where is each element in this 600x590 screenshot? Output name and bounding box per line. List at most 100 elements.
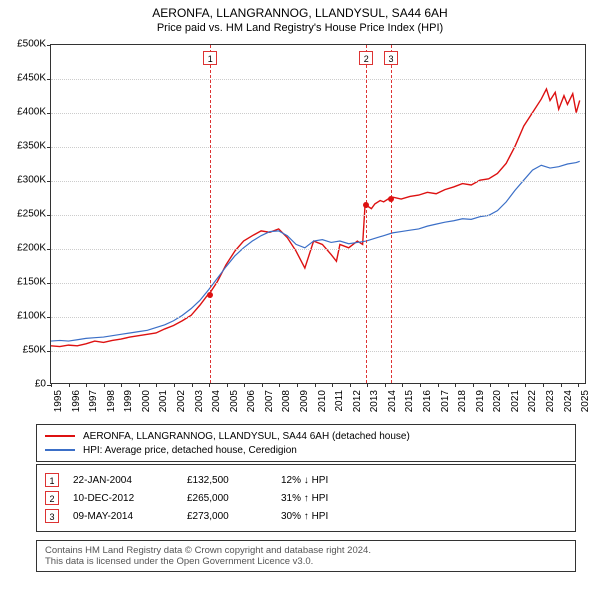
x-tick bbox=[139, 383, 140, 387]
gridline bbox=[51, 79, 585, 80]
x-tick bbox=[561, 383, 562, 387]
gridline bbox=[51, 249, 585, 250]
x-axis-label: 2016 bbox=[422, 390, 433, 412]
event-point bbox=[363, 202, 369, 208]
event-point bbox=[207, 292, 213, 298]
legend-swatch bbox=[45, 435, 75, 437]
event-vline bbox=[391, 45, 392, 383]
x-axis-label: 2015 bbox=[404, 390, 415, 412]
y-axis-label: £50K bbox=[2, 345, 46, 356]
x-tick bbox=[86, 383, 87, 387]
gridline bbox=[51, 215, 585, 216]
x-axis-label: 1998 bbox=[106, 390, 117, 412]
event-row-price: £265,000 bbox=[187, 493, 267, 504]
y-tick bbox=[47, 215, 51, 216]
legend: AERONFA, LLANGRANNOG, LLANDYSUL, SA44 6A… bbox=[36, 424, 576, 462]
legend-swatch bbox=[45, 449, 75, 451]
x-axis-label: 2011 bbox=[334, 390, 345, 412]
x-tick bbox=[279, 383, 280, 387]
event-row-diff: 30% ↑ HPI bbox=[281, 511, 328, 522]
gridline bbox=[51, 317, 585, 318]
x-tick bbox=[525, 383, 526, 387]
legend-label: AERONFA, LLANGRANNOG, LLANDYSUL, SA44 6A… bbox=[83, 431, 410, 442]
x-tick bbox=[543, 383, 544, 387]
x-axis-label: 2022 bbox=[527, 390, 538, 412]
chart-container: AERONFA, LLANGRANNOG, LLANDYSUL, SA44 6A… bbox=[0, 0, 600, 590]
x-axis-label: 2005 bbox=[229, 390, 240, 412]
gridline bbox=[51, 283, 585, 284]
y-tick bbox=[47, 113, 51, 114]
y-tick bbox=[47, 147, 51, 148]
y-axis-label: £150K bbox=[2, 277, 46, 288]
x-tick bbox=[420, 383, 421, 387]
y-tick bbox=[47, 45, 51, 46]
x-tick bbox=[385, 383, 386, 387]
gridline bbox=[51, 351, 585, 352]
chart-subtitle: Price paid vs. HM Land Registry's House … bbox=[0, 20, 600, 38]
x-axis-label: 2021 bbox=[510, 390, 521, 412]
x-tick bbox=[121, 383, 122, 387]
x-tick bbox=[297, 383, 298, 387]
x-axis-label: 2014 bbox=[387, 390, 398, 412]
event-row: 210-DEC-2012£265,00031% ↑ HPI bbox=[45, 489, 567, 507]
event-row-price: £132,500 bbox=[187, 475, 267, 486]
x-axis-label: 2001 bbox=[158, 390, 169, 412]
x-tick bbox=[402, 383, 403, 387]
x-tick bbox=[578, 383, 579, 387]
gridline bbox=[51, 181, 585, 182]
y-tick bbox=[47, 249, 51, 250]
plot-svg bbox=[51, 45, 585, 383]
x-tick bbox=[455, 383, 456, 387]
x-tick bbox=[244, 383, 245, 387]
x-tick bbox=[332, 383, 333, 387]
x-axis-label: 2010 bbox=[317, 390, 328, 412]
x-axis-label: 1996 bbox=[71, 390, 82, 412]
x-tick bbox=[367, 383, 368, 387]
y-axis-label: £500K bbox=[2, 39, 46, 50]
y-axis-label: £400K bbox=[2, 107, 46, 118]
x-axis-label: 2007 bbox=[264, 390, 275, 412]
x-axis-label: 1999 bbox=[123, 390, 134, 412]
events-table: 122-JAN-2004£132,50012% ↓ HPI 2 10-DEC-201… bbox=[36, 464, 576, 532]
event-vline bbox=[366, 45, 367, 383]
gridline bbox=[51, 113, 585, 114]
y-axis-label: £450K bbox=[2, 73, 46, 84]
y-tick bbox=[47, 181, 51, 182]
event-row: 122-JAN-2004£132,50012% ↓ HPI bbox=[45, 471, 567, 489]
y-axis-label: £200K bbox=[2, 243, 46, 254]
x-axis-label: 2024 bbox=[563, 390, 574, 412]
event-row-marker: 2 bbox=[45, 491, 59, 505]
x-tick bbox=[490, 383, 491, 387]
event-row-date: 10-DEC-2012 bbox=[73, 493, 173, 504]
footer-line1: Contains HM Land Registry data © Crown c… bbox=[45, 545, 567, 556]
x-tick bbox=[350, 383, 351, 387]
event-row: 309-MAY-2014£273,00030% ↑ HPI bbox=[45, 507, 567, 525]
x-tick bbox=[473, 383, 474, 387]
y-axis-label: £350K bbox=[2, 141, 46, 152]
y-tick bbox=[47, 317, 51, 318]
x-tick bbox=[104, 383, 105, 387]
x-axis-label: 2013 bbox=[369, 390, 380, 412]
x-tick bbox=[51, 383, 52, 387]
x-axis-label: 2018 bbox=[457, 390, 468, 412]
event-marker: 2 bbox=[359, 51, 373, 65]
x-axis-label: 2012 bbox=[352, 390, 363, 412]
event-marker: 3 bbox=[384, 51, 398, 65]
x-axis-label: 2019 bbox=[475, 390, 486, 412]
x-tick bbox=[69, 383, 70, 387]
legend-item: HPI: Average price, detached house, Cere… bbox=[45, 443, 567, 457]
x-axis-label: 2017 bbox=[440, 390, 451, 412]
y-tick bbox=[47, 283, 51, 284]
event-row-date: 09-MAY-2014 bbox=[73, 511, 173, 522]
x-axis-label: 2004 bbox=[211, 390, 222, 412]
x-tick bbox=[262, 383, 263, 387]
x-tick bbox=[209, 383, 210, 387]
x-axis-label: 2009 bbox=[299, 390, 310, 412]
y-axis-label: £100K bbox=[2, 311, 46, 322]
x-tick bbox=[508, 383, 509, 387]
x-axis-label: 2008 bbox=[281, 390, 292, 412]
series-line bbox=[51, 161, 580, 341]
event-row-marker: 3 bbox=[45, 509, 59, 523]
y-axis-label: £0 bbox=[2, 379, 46, 390]
chart-title: AERONFA, LLANGRANNOG, LLANDYSUL, SA44 6A… bbox=[0, 0, 600, 20]
